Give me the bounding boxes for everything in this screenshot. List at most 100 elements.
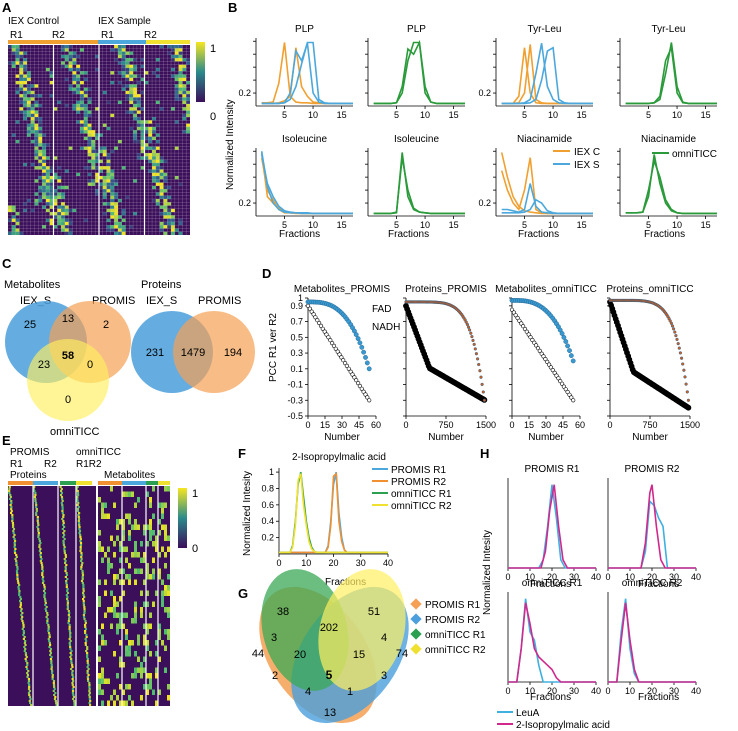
- heatmap-e-peak: [22, 626, 25, 628]
- heatmap-a-cell: [11, 51, 16, 55]
- heatmap-e-cell: [164, 645, 167, 651]
- colored-point: [682, 368, 686, 372]
- heatmap-e-peak: [78, 522, 81, 524]
- heatmap-a-cell: [26, 97, 31, 101]
- panel-e-promis: PROMIS: [10, 447, 50, 458]
- subplot-title: PLP: [295, 24, 314, 35]
- heatmap-a-cell: [121, 58, 126, 62]
- heatmap-a-cell: [34, 149, 39, 154]
- heatmap-a-cell: [11, 225, 16, 229]
- heatmap-a-cell: [53, 195, 58, 199]
- heatmap-a-cell: [178, 97, 183, 101]
- heatmap-a-cell: [125, 64, 130, 68]
- heatmap-a-cell: [163, 221, 168, 226]
- colored-point: [473, 347, 477, 351]
- heatmap-a-cell: [80, 81, 84, 85]
- heatmap-e-peak: [84, 622, 87, 624]
- heatmap-a-cell: [163, 185, 168, 190]
- heatmap-a-cell: [133, 140, 137, 144]
- heatmap-a-cell: [182, 100, 187, 104]
- heatmap-a-cell: [76, 107, 81, 111]
- heatmap-e-peak: [64, 566, 67, 568]
- heatmap-a-cell: [148, 159, 153, 163]
- panel-g-legend: PROMIS R1 PROMIS R2 omniTICC R1 omniTICC…: [410, 598, 486, 656]
- heatmap-a-cell: [110, 228, 115, 232]
- heatmap-e-peak: [52, 682, 55, 684]
- heatmap-a-cell: [144, 143, 149, 147]
- heatmap-e-cell: [113, 607, 116, 613]
- heatmap-a-cell: [68, 61, 73, 65]
- heatmap-a-cell: [178, 51, 183, 55]
- heatmap-a-cell: [49, 169, 54, 173]
- heatmap-a-cell: [61, 48, 65, 52]
- heatmap-a-cell: [19, 110, 24, 114]
- heatmap-e-cell: [158, 530, 161, 536]
- heatmap-e-cell: [134, 502, 137, 508]
- heatmap-e-peak: [26, 664, 29, 666]
- heatmap-e-peak: [79, 536, 82, 538]
- heatmap-e-peak: [78, 526, 81, 528]
- heatmap-a-cell: [38, 117, 43, 121]
- heatmap-a-cell: [125, 71, 130, 75]
- heatmap-e-peak: [76, 508, 80, 510]
- heatmap-a-cell: [87, 130, 92, 134]
- heatmap-a-cell: [178, 67, 183, 72]
- heatmap-e-peak: [18, 592, 21, 594]
- heatmap-a-cell: [159, 212, 164, 216]
- heatmap-e-cell: [152, 689, 155, 695]
- heatmap-e-cell: [137, 552, 140, 558]
- heatmap-e-peak: [39, 556, 42, 558]
- black-point: [354, 378, 359, 383]
- heatmap-e-peak: [34, 502, 38, 504]
- heatmap-a-cell: [114, 182, 118, 186]
- heatmap-a-cell: [42, 195, 46, 199]
- heatmap-e-peak: [70, 654, 73, 656]
- heatmap-a-cell: [11, 205, 16, 209]
- heatmap-a-cell: [99, 166, 103, 170]
- colored-point: [568, 353, 574, 358]
- panel-b-ylabel: Normalized Intensity: [225, 99, 236, 190]
- heatmap-a-cell: [140, 133, 145, 137]
- heatmap-a-cell: [121, 64, 126, 68]
- heatmap-e-cell: [125, 651, 128, 657]
- heatmap-a-cell: [136, 103, 141, 108]
- heatmap-a-cell: [42, 182, 46, 186]
- heatmap-e-peak: [53, 688, 56, 690]
- venn-g-4b: 4: [305, 686, 311, 698]
- heatmap-a-cell: [76, 87, 81, 91]
- heatmap-e-peak: [86, 648, 89, 650]
- heatmap-a-cell: [136, 120, 141, 124]
- heatmap-a-cell: [117, 51, 122, 55]
- heatmap-e-peak: [79, 546, 82, 548]
- heatmap-a-cell: [102, 182, 107, 186]
- heatmap-e-cell: [143, 557, 146, 563]
- heatmap-a-cell: [178, 81, 183, 85]
- heatmap-e-cell: [119, 684, 122, 690]
- heatmap-a-cell: [15, 58, 20, 62]
- panel-h-xlabel-3: Fractions: [530, 692, 571, 703]
- heatmap-a-cell: [53, 176, 58, 180]
- heatmap-e-peak: [28, 694, 31, 696]
- heatmap-a-cell: [23, 94, 27, 98]
- colored-point: [468, 328, 472, 332]
- heatmap-e-peak: [77, 502, 80, 504]
- x-tick-label: 45: [558, 420, 568, 430]
- heatmap-e-cell: [149, 684, 152, 690]
- heatmap-e-cell: [140, 612, 143, 618]
- black-point: [322, 329, 327, 334]
- heatmap-a-cell: [87, 146, 92, 150]
- heatmap-e-cell: [98, 601, 101, 607]
- heatmap-a-cell: [129, 225, 134, 229]
- heatmap-a-cell: [152, 117, 156, 121]
- heatmap-a-cell: [144, 120, 149, 124]
- panel-d-annot-fad: FAD: [372, 304, 391, 315]
- y-tick-label: 0.2: [478, 198, 491, 208]
- heatmap-e-peak: [29, 698, 32, 700]
- heatmap-a-cell: [26, 110, 31, 114]
- heatmap-a-cell: [99, 169, 103, 173]
- black-point: [365, 395, 370, 400]
- heatmap-e-cell: [116, 574, 119, 580]
- heatmap-a-cell: [64, 208, 69, 213]
- heatmap-a-cell: [76, 74, 81, 78]
